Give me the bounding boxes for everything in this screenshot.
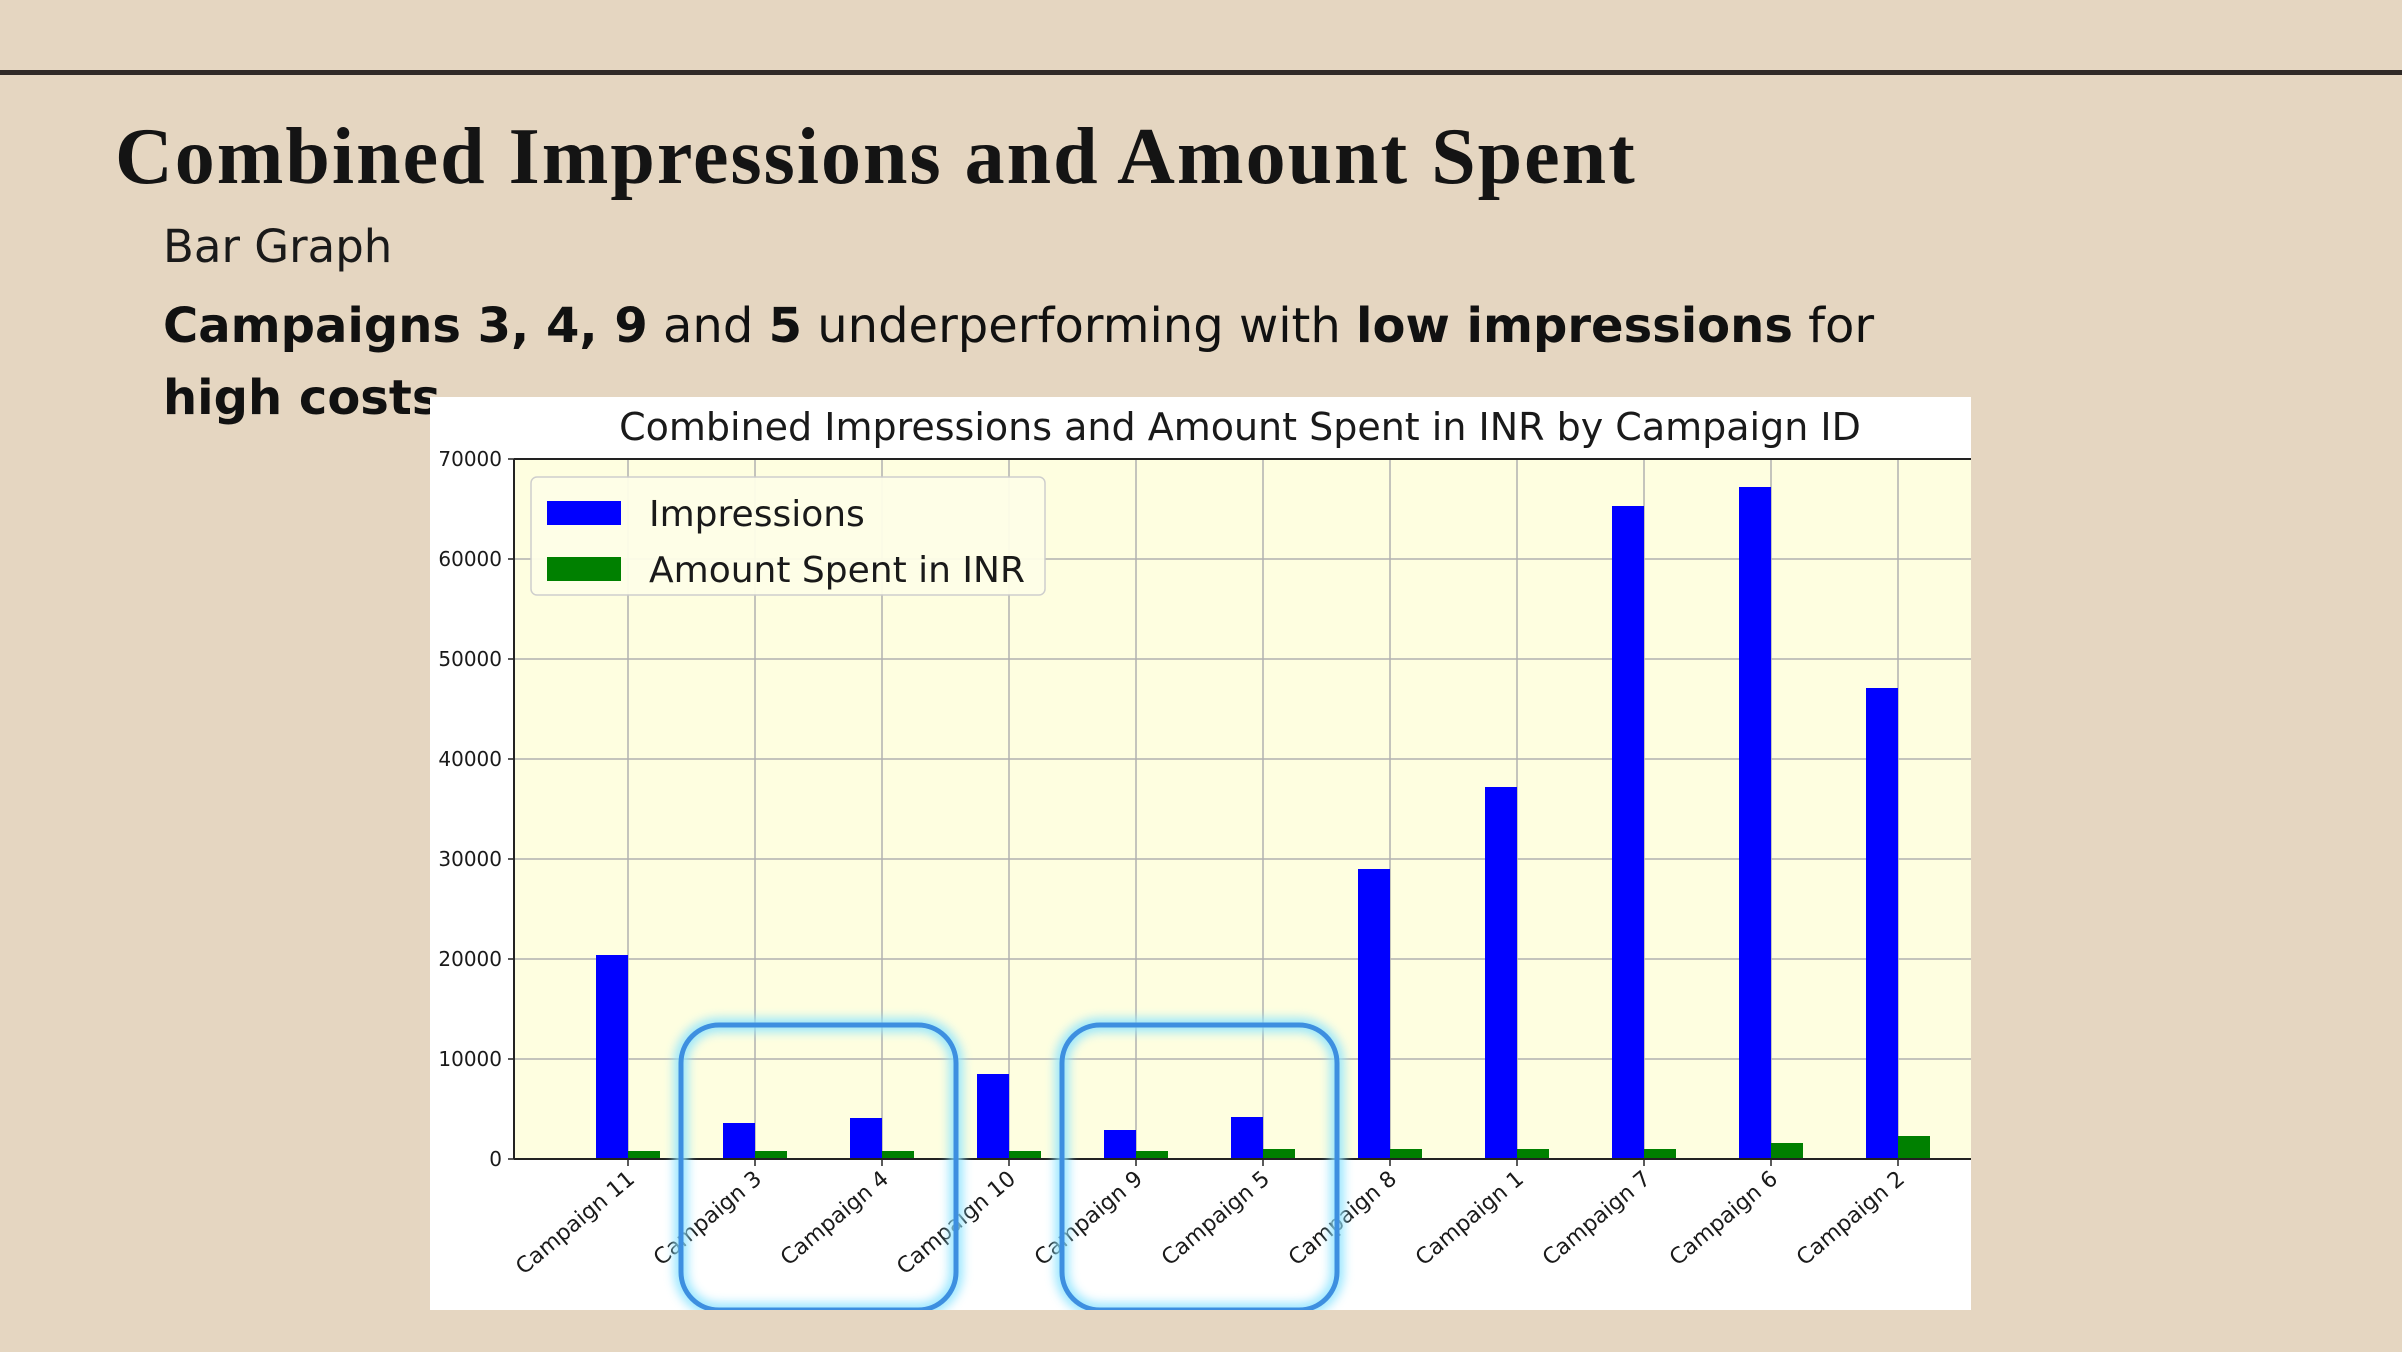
insight-high-costs: high costs. <box>163 370 459 426</box>
impressions-bar-2 <box>723 1123 755 1159</box>
insight-and: and <box>647 298 769 354</box>
amount-spent-swatch <box>547 557 621 581</box>
y-tick-label: 70000 <box>438 447 502 471</box>
y-tick-label: 50000 <box>438 647 502 671</box>
x-tick-label: Campaign 5 <box>1157 1166 1275 1270</box>
impressions-bar-3 <box>850 1118 882 1159</box>
chart-panel: Combined Impressions and Amount Spent in… <box>430 397 1971 1310</box>
insight-for: for <box>1792 298 1875 354</box>
legend-label-amount-spent: Amount Spent in INR <box>649 550 1025 591</box>
y-tick-label: 0 <box>489 1147 502 1171</box>
y-tick-label: 60000 <box>438 547 502 571</box>
legend-label-impressions: Impressions <box>649 494 865 535</box>
impressions-bar-7 <box>1358 869 1390 1159</box>
chart-legend: Impressions Amount Spent in INR <box>530 476 1046 596</box>
bar-chart: Combined Impressions and Amount Spent in… <box>438 405 1971 1310</box>
impressions-bar-11 <box>1866 688 1898 1159</box>
x-tick-label: Campaign 1 <box>1411 1166 1529 1270</box>
impressions-bar-9 <box>1612 506 1644 1159</box>
impressions-swatch <box>547 501 621 525</box>
x-tick-label: Campaign 7 <box>1538 1166 1656 1270</box>
insight-campaign-5: 5 <box>768 298 802 354</box>
amount-spent-bar-10 <box>1771 1143 1803 1159</box>
bars <box>596 487 1930 1159</box>
amount-spent-bar-5 <box>1136 1151 1168 1159</box>
highlight-boxes <box>674 1018 1344 1310</box>
x-axis-ticks: Campaign 11 Campaign 3 Campaign 4 Campaign … <box>511 1159 1910 1280</box>
highlight-box-2 <box>1059 1022 1340 1310</box>
impressions-bar-1 <box>596 955 628 1159</box>
slide-title: Combined Impressions and Amount Spent <box>115 113 1637 201</box>
amount-spent-bar-3 <box>882 1151 914 1159</box>
y-axis-ticks: 0 10000 20000 30000 40000 50000 60000 70000 <box>438 447 514 1171</box>
top-rule <box>0 70 2402 75</box>
y-tick-label: 30000 <box>438 847 502 871</box>
x-tick-label: Campaign 11 <box>511 1166 639 1279</box>
y-tick-label: 20000 <box>438 947 502 971</box>
amount-spent-bar-7 <box>1390 1149 1422 1159</box>
insight-low-impressions: low impressions <box>1356 298 1793 354</box>
amount-spent-bar-1 <box>628 1151 660 1159</box>
x-tick-label: Campaign 4 <box>776 1166 894 1270</box>
slide-subtitle: Bar Graph <box>163 220 393 273</box>
amount-spent-bar-2 <box>755 1151 787 1159</box>
impressions-bar-5 <box>1104 1130 1136 1159</box>
y-tick-label: 10000 <box>438 1047 502 1071</box>
amount-spent-bar-8 <box>1517 1149 1549 1159</box>
x-tick-label: Campaign 3 <box>649 1166 767 1270</box>
x-tick-label: Campaign 2 <box>1792 1166 1910 1270</box>
insight-campaigns: Campaigns 3, 4, 9 <box>163 298 648 354</box>
impressions-bar-6 <box>1231 1117 1263 1159</box>
amount-spent-bar-11 <box>1898 1136 1930 1159</box>
amount-spent-bar-6 <box>1263 1149 1295 1159</box>
amount-spent-bar-9 <box>1644 1149 1676 1159</box>
impressions-bar-10 <box>1739 487 1771 1159</box>
legend-box <box>530 476 1046 596</box>
y-tick-label: 40000 <box>438 747 502 771</box>
impressions-bar-4 <box>977 1074 1009 1159</box>
impressions-bar-8 <box>1485 787 1517 1159</box>
x-tick-label: Campaign 6 <box>1665 1166 1783 1270</box>
chart-title: Combined Impressions and Amount Spent in… <box>619 405 1861 449</box>
amount-spent-bar-4 <box>1009 1151 1041 1159</box>
insight-underperforming: underperforming with <box>801 298 1357 354</box>
axes <box>513 458 1971 1160</box>
insight-text: Campaigns 3, 4, 9 and 5 underperforming … <box>163 290 1963 434</box>
x-tick-label: Campaign 9 <box>1030 1166 1148 1270</box>
highlight-box-1 <box>678 1022 959 1310</box>
